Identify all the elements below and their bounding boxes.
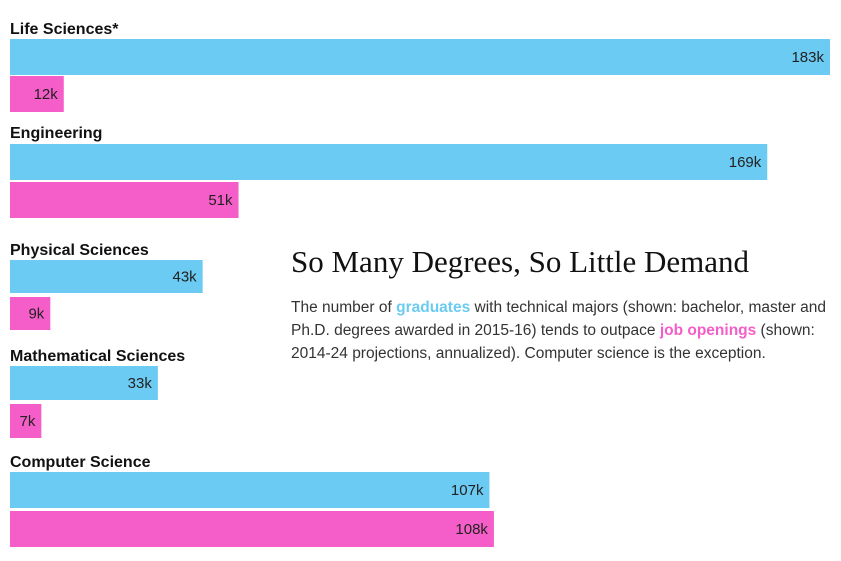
bar-graduates: [10, 472, 490, 508]
subtitle-text-1: The number of: [291, 299, 397, 316]
chart-title: So Many Degrees, So Little Demand: [291, 244, 750, 279]
value-label-job-openings: 108k: [455, 521, 488, 538]
value-label-graduates: 169k: [729, 154, 762, 171]
bar-job-openings: [10, 182, 239, 218]
bar-job-openings: [10, 511, 494, 547]
category-label: Life Sciences*: [10, 21, 119, 38]
value-label-job-openings: 9k: [28, 306, 44, 323]
value-label-graduates: 107k: [451, 482, 484, 499]
chart-subtitle: The number of graduates with technical m…: [291, 296, 831, 365]
value-label-job-openings: 51k: [208, 192, 233, 209]
bar-graduates: [10, 260, 203, 293]
bar-graduates: [10, 144, 768, 180]
subtitle-text-3: (shown: 2014-24 projections, annualized)…: [291, 322, 815, 362]
title-block: So Many Degrees, So Little Demand The nu…: [291, 244, 831, 365]
bar-graduates: [10, 39, 830, 75]
value-label-graduates: 43k: [172, 269, 197, 286]
category-label: Mathematical Sciences: [10, 348, 185, 365]
bar-job-openings: [10, 404, 42, 438]
bar-job-openings: [10, 297, 51, 330]
value-label-job-openings: 12k: [34, 86, 59, 103]
category-label: Physical Sciences: [10, 242, 149, 259]
category-label: Engineering: [10, 125, 102, 142]
value-label-graduates: 183k: [791, 49, 824, 66]
legend-job-openings: job openings: [659, 322, 757, 339]
bar-job-openings: [10, 76, 64, 112]
value-label-graduates: 33k: [128, 375, 153, 392]
category-label: Computer Science: [10, 454, 151, 471]
legend-graduates: graduates: [396, 299, 471, 316]
value-label-job-openings: 7k: [20, 413, 36, 430]
bar-graduates: [10, 366, 158, 400]
subtitle-text-2: with technical majors (shown: bachelor, …: [291, 299, 827, 339]
